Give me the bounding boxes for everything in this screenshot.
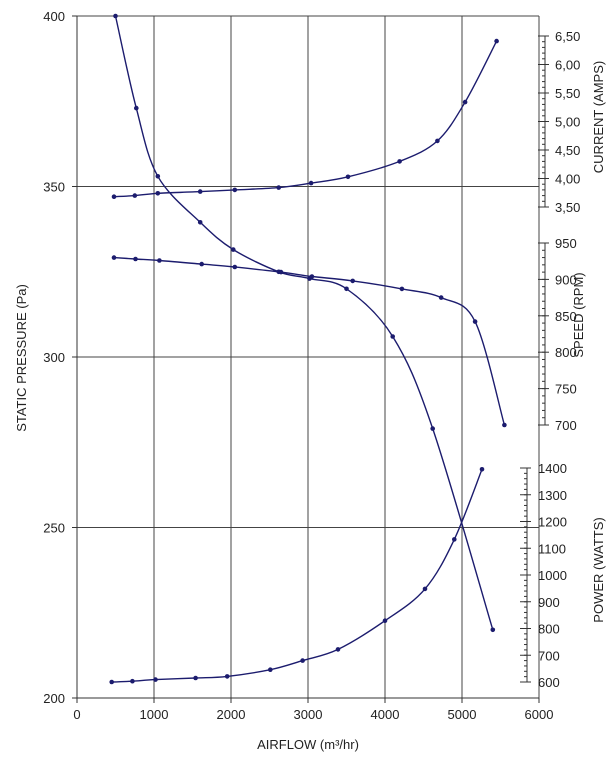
series-point-pressure-4 bbox=[231, 247, 236, 252]
series-point-speed-2 bbox=[157, 258, 162, 263]
label-layer: AIRFLOW (m³/hr) STATIC PRESSURE (Pa) CUR… bbox=[14, 61, 606, 752]
speed-tick-label-0: 700 bbox=[555, 418, 577, 433]
series-line-pressure bbox=[114, 15, 494, 631]
series-point-speed-6 bbox=[309, 274, 315, 279]
speed-tick-label-1: 750 bbox=[555, 382, 577, 397]
series-point-power-4 bbox=[224, 674, 230, 679]
speed-tick-label-3: 850 bbox=[555, 309, 577, 324]
series-point-speed-9 bbox=[438, 295, 444, 300]
series-point-current-1 bbox=[132, 193, 138, 198]
y-tick-label-200: 200 bbox=[43, 691, 65, 706]
series-point-current-6 bbox=[308, 180, 314, 186]
series-point-speed-0 bbox=[111, 255, 117, 260]
series-point-power-7 bbox=[335, 647, 341, 652]
speed-axis-title: SPEED (RPM) bbox=[571, 272, 586, 357]
current-tick-label-6: 6,50 bbox=[555, 29, 580, 44]
y-axis-title: STATIC PRESSURE (Pa) bbox=[14, 284, 29, 432]
power-tick-label-7: 1300 bbox=[538, 488, 567, 503]
series-point-pressure-9 bbox=[430, 426, 436, 431]
series-point-current-7 bbox=[345, 174, 351, 180]
series-point-current-5 bbox=[276, 185, 282, 190]
series-point-pressure-2 bbox=[155, 174, 161, 179]
current-tick-label-2: 4,50 bbox=[555, 143, 580, 158]
power-tick-label-4: 1000 bbox=[538, 568, 567, 583]
series-point-speed-8 bbox=[399, 286, 405, 292]
series-point-pressure-1 bbox=[134, 105, 139, 111]
series-point-power-8 bbox=[382, 618, 388, 623]
series-point-pressure-0 bbox=[113, 13, 118, 19]
axis-layer: 0 1000 2000 3000 4000 5000 6000 200 250 300 350 400… bbox=[43, 9, 580, 722]
y-tick-label-400: 400 bbox=[43, 9, 65, 24]
x-tick-label-3000: 3000 bbox=[294, 707, 323, 722]
current-axis-title: CURRENT (AMPS) bbox=[591, 61, 606, 173]
current-tick-label-5: 6,00 bbox=[555, 58, 580, 73]
y-tick-label-350: 350 bbox=[43, 180, 65, 195]
x-tick-label-2000: 2000 bbox=[217, 707, 246, 722]
series-point-power-5 bbox=[268, 667, 273, 672]
current-tick-label-1: 4,00 bbox=[555, 172, 580, 187]
series-point-speed-11 bbox=[502, 422, 507, 428]
current-tick-label-4: 5,50 bbox=[555, 86, 580, 101]
power-tick-label-1: 700 bbox=[538, 648, 560, 663]
series-point-power-6 bbox=[300, 658, 305, 663]
series-point-power-10 bbox=[452, 537, 457, 542]
series-point-speed-10 bbox=[472, 319, 478, 324]
y-tick-label-250: 250 bbox=[43, 521, 65, 536]
power-tick-label-5: 1100 bbox=[538, 541, 566, 556]
series-point-speed-7 bbox=[350, 278, 356, 284]
series-point-pressure-3 bbox=[197, 220, 203, 225]
power-tick-label-0: 600 bbox=[538, 675, 560, 690]
speed-tick-label-4: 900 bbox=[555, 272, 577, 287]
series-point-power-11 bbox=[479, 467, 485, 472]
x-tick-label-5000: 5000 bbox=[448, 707, 477, 722]
speed-tick-label-2: 800 bbox=[555, 345, 577, 360]
series-point-power-3 bbox=[193, 675, 198, 681]
series-point-current-8 bbox=[397, 159, 402, 164]
series-point-pressure-10 bbox=[490, 627, 496, 633]
grid-layer bbox=[77, 15, 540, 698]
series-point-current-10 bbox=[462, 99, 468, 105]
x-axis-title: AIRFLOW (m³/hr) bbox=[257, 737, 359, 752]
x-tick-label-6000: 6000 bbox=[525, 707, 554, 722]
power-axis-title: POWER (WATTS) bbox=[591, 517, 606, 622]
series-layer bbox=[109, 13, 507, 685]
x-tick-label-0: 0 bbox=[73, 707, 80, 722]
series-point-current-0 bbox=[111, 194, 117, 199]
series-point-pressure-8 bbox=[390, 334, 396, 339]
speed-tick-label-5: 950 bbox=[555, 236, 577, 251]
series-point-current-9 bbox=[435, 138, 440, 144]
x-tick-label-4000: 4000 bbox=[371, 707, 400, 722]
current-tick-label-3: 5,00 bbox=[555, 115, 580, 130]
power-tick-label-3: 900 bbox=[538, 595, 560, 610]
series-point-current-11 bbox=[494, 38, 499, 44]
power-tick-label-2: 800 bbox=[538, 622, 560, 637]
y-tick-label-300: 300 bbox=[43, 350, 65, 365]
series-line-power bbox=[111, 469, 483, 683]
series-point-power-2 bbox=[153, 677, 158, 682]
power-tick-label-8: 1400 bbox=[538, 461, 567, 476]
series-point-current-4 bbox=[232, 187, 238, 193]
series-point-pressure-7 bbox=[344, 286, 349, 292]
series-point-speed-3 bbox=[199, 261, 204, 267]
series-line-speed bbox=[113, 256, 506, 426]
power-tick-label-6: 1200 bbox=[538, 515, 567, 530]
current-tick-label-0: 3,50 bbox=[555, 200, 580, 215]
series-point-current-3 bbox=[197, 189, 203, 194]
series-point-speed-4 bbox=[232, 264, 238, 270]
series-point-power-0 bbox=[109, 679, 114, 685]
series-point-power-9 bbox=[422, 586, 428, 592]
x-tick-label-1000: 1000 bbox=[140, 707, 169, 722]
series-point-power-1 bbox=[130, 678, 135, 684]
series-point-speed-5 bbox=[278, 269, 284, 275]
series-point-speed-1 bbox=[133, 256, 138, 262]
series-point-current-2 bbox=[155, 191, 161, 196]
series-line-current bbox=[113, 40, 498, 198]
